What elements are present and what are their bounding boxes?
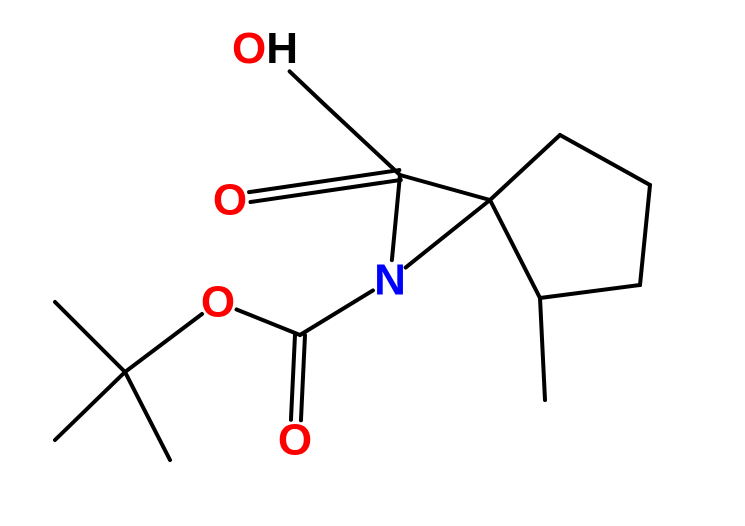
atom-O13: O [278,416,312,465]
atom-N7: N [374,256,406,305]
chemical-structure: N O OH O O [0,0,745,526]
atom-O14: O [201,278,235,327]
atom-O11: OH [232,24,298,73]
atom-O9: O [213,176,247,225]
